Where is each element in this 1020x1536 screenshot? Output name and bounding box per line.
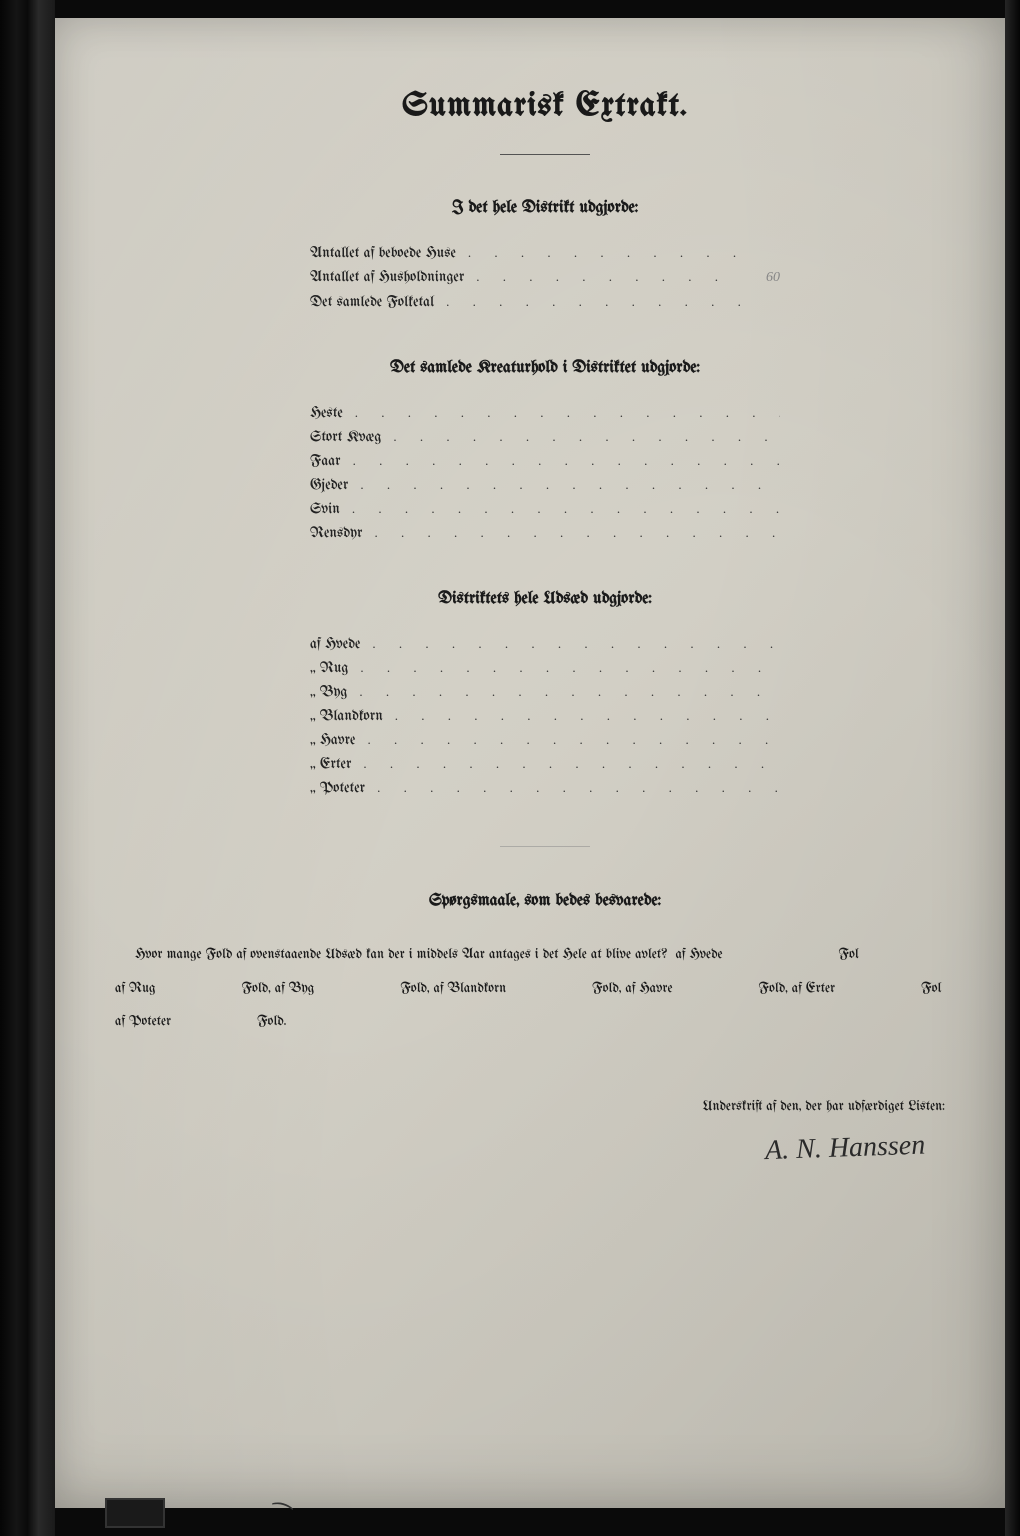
label: „ Rug: [310, 660, 348, 676]
leader-dots: . . . . . . . . . . . . . . . . . . . .: [352, 501, 780, 517]
q-item: Fold.: [257, 1005, 286, 1039]
questions-section: Spørgsmaale, som bedes besvarede: Hvor m…: [115, 893, 975, 1039]
q-item: af Poteter: [115, 1005, 171, 1039]
label: „ Byg: [310, 684, 347, 700]
divider: [500, 154, 590, 155]
leader-dots: . . . . . . . . . . . . . . . . . . . .: [393, 429, 780, 445]
book-binding-left: [0, 0, 55, 1536]
q-intro: Hvor mange Fold af ovenstaaende Udsæd ka…: [135, 938, 667, 972]
leader-dots: . . . . . . . . . . . . . . . . . . . .: [355, 405, 780, 421]
leader-dots: . . . . . . . . . . . . . . . . . . . .: [353, 453, 780, 469]
q-item: Fold, af Byg: [242, 972, 315, 1006]
row-oats: „ Havre . . . . . . . . . . . . . . . . …: [310, 732, 780, 748]
leader-dots: . . . . . . . . . . . . . . . . . . . .: [374, 525, 780, 541]
label: Antallet af Husholdninger: [310, 269, 464, 285]
label: „ Poteter: [310, 780, 365, 796]
page-tab-marker: [105, 1498, 165, 1528]
row-sheep: Faar . . . . . . . . . . . . . . . . . .…: [310, 453, 780, 469]
leader-dots: . . . . . . . . . . . . . . . . . . . .: [359, 684, 780, 700]
label: Det samlede Folketal: [310, 294, 434, 310]
section3-heading: Distriktets hele Udsæd udgjorde:: [115, 591, 975, 608]
questions-body: Hvor mange Fold af ovenstaaende Udsæd ka…: [115, 938, 975, 972]
row-horses: Heste . . . . . . . . . . . . . . . . . …: [310, 405, 780, 421]
row-swine: Svin . . . . . . . . . . . . . . . . . .…: [310, 501, 780, 517]
q-item: af Hvede: [675, 938, 722, 972]
q-item: af Rug: [115, 972, 156, 1006]
section2-heading: Det samlede Kreaturhold i Distriktet udg…: [115, 360, 975, 377]
row-cattle: Stort Kvæg . . . . . . . . . . . . . . .…: [310, 429, 780, 445]
label: Antallet af beboede Huse: [310, 245, 456, 261]
leader-dots: . . . . . . . . . . . . . . . . . . . .: [377, 780, 780, 796]
leader-dots: . . . . . . . . . . . . . . . . . . . .: [476, 269, 740, 285]
label: Heste: [310, 405, 343, 421]
questions-line3: af Poteter Fold.: [115, 1005, 975, 1039]
row-houses: Antallet af beboede Huse . . . . . . . .…: [310, 245, 780, 261]
leader-dots: . . . . . . . . . . . . . . . . . . . .: [363, 756, 780, 772]
label: Faar: [310, 453, 341, 469]
divider-wavy: [500, 846, 590, 848]
row-goats: Gjeder . . . . . . . . . . . . . . . . .…: [310, 477, 780, 493]
label: „ Havre: [310, 732, 355, 748]
label: Stort Kvæg: [310, 429, 381, 445]
q-item: Fol: [921, 972, 941, 1006]
book-binding-right: [1005, 0, 1020, 1536]
row-households: Antallet af Husholdninger . . . . . . . …: [310, 269, 780, 286]
leader-dots: . . . . . . . . . . . . . . . . . . . .: [372, 636, 780, 652]
section3-block: af Hvede . . . . . . . . . . . . . . . .…: [310, 636, 780, 796]
leader-dots: . . . . . . . . . . . . . . . . . . . .: [395, 708, 780, 724]
section1-block: Antallet af beboede Huse . . . . . . . .…: [310, 245, 780, 310]
questions-heading: Spørgsmaale, som bedes besvarede:: [115, 893, 975, 910]
q-item: Fold, af Blandkorn: [400, 972, 506, 1006]
label: „ Blandkorn: [310, 708, 383, 724]
label: Gjeder: [310, 477, 348, 493]
label: Svin: [310, 501, 340, 517]
signature-block: Underskrift af den, der har udfærdiget L…: [115, 1099, 975, 1164]
section2-block: Heste . . . . . . . . . . . . . . . . . …: [310, 405, 780, 541]
signature-name: A. N. Hanssen: [764, 1129, 945, 1167]
leader-dots: . . . . . . . . . . . . . . . . . . . .: [468, 245, 740, 261]
row-wheat: af Hvede . . . . . . . . . . . . . . . .…: [310, 636, 780, 652]
leader-dots: . . . . . . . . . . . . . . . . . . . .: [360, 477, 780, 493]
section1-heading: I det hele Distrikt udgjorde:: [115, 200, 975, 217]
label: „ Erter: [310, 756, 351, 772]
leader-dots: . . . . . . . . . . . . . . . . . . . .: [446, 294, 740, 310]
label: Rensdyr: [310, 525, 362, 541]
row-reindeer: Rensdyr . . . . . . . . . . . . . . . . …: [310, 525, 780, 541]
row-potatoes: „ Poteter . . . . . . . . . . . . . . . …: [310, 780, 780, 796]
row-mixedgrain: „ Blandkorn . . . . . . . . . . . . . . …: [310, 708, 780, 724]
q-item: Fol: [839, 938, 859, 972]
row-rye: „ Rug . . . . . . . . . . . . . . . . . …: [310, 660, 780, 676]
row-population: Det samlede Folketal . . . . . . . . . .…: [310, 294, 780, 310]
q-item: Fold, af Erter: [759, 972, 836, 1006]
questions-line2: af Rug Fold, af Byg Fold, af Blandkorn F…: [115, 972, 975, 1006]
document-page: Summarisk Extrakt. I det hele Distrikt u…: [55, 18, 1005, 1508]
row-barley: „ Byg . . . . . . . . . . . . . . . . . …: [310, 684, 780, 700]
value: 60: [740, 270, 780, 286]
row-peas: „ Erter . . . . . . . . . . . . . . . . …: [310, 756, 780, 772]
page-title: Summarisk Extrakt.: [115, 88, 975, 124]
signature-label: Underskrift af den, der har udfærdiget L…: [115, 1099, 945, 1114]
label: af Hvede: [310, 636, 360, 652]
leader-dots: . . . . . . . . . . . . . . . . . . . .: [367, 732, 780, 748]
leader-dots: . . . . . . . . . . . . . . . . . . . .: [360, 660, 780, 676]
q-item: Fold, af Havre: [592, 972, 672, 1006]
